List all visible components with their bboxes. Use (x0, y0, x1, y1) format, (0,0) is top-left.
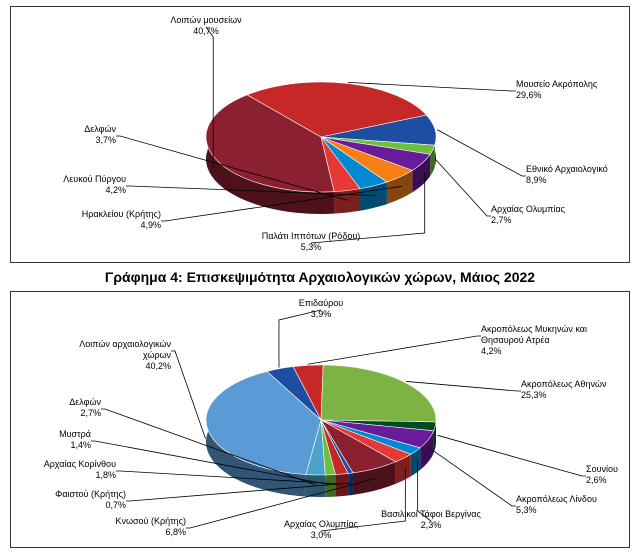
slice-label: Αρχαίας Κορίνθου1,8% (44, 459, 116, 480)
slice-label: Αρχαίας Ολυμπίας2,7% (491, 204, 566, 225)
museum-pie-svg: Μουσείο Ακρόπολης29,6% Εθνικό Αρχαιολογικ… (11, 7, 631, 262)
slice-label: Λοιπών αρχαιολογικώνχώρων40,2% (79, 339, 171, 371)
pie-side (348, 473, 353, 496)
sites-pie-svg: Επιδαύρου3,9% Ακροπόλεως Μυκηνών καιΘησαυ… (11, 292, 631, 547)
slice-label: Ακροπόλεως Λίνδου5,3% (516, 494, 597, 515)
slice-label: Αρχαίας Ολυμπίας3,0% (284, 519, 359, 540)
slice-label: Δελφών2,7% (69, 397, 101, 418)
pie-slice (321, 365, 436, 422)
slice-label: Ηρακλείου (Κρήτης)4,9% (82, 209, 161, 230)
slice-label: Λευκού Πύργου4,2% (63, 174, 126, 195)
leader-line (431, 449, 516, 506)
slice-label: Βασιλικοί Τάφοι Βεργίνας2,3% (381, 509, 481, 530)
slice-label: Μυστρά1,4% (59, 429, 91, 450)
pie-side (325, 475, 335, 497)
leader-line (435, 159, 491, 216)
chart-4-title: Γράφημα 4: Επισκεψιμότητα Αρχαιολογικών … (10, 269, 630, 285)
slice-label: Φαιστού (Κρήτης)0,7% (55, 489, 126, 510)
slice-label: Παλάτι Ιππότων (Ρόδου)5,3% (262, 231, 361, 252)
slice-label: Σουνίου2,6% (586, 464, 618, 485)
leader-line (308, 336, 481, 364)
museum-pie-chart: Μουσείο Ακρόπολης29,6% Εθνικό Αρχαιολογικ… (10, 6, 630, 263)
leader-line (171, 351, 206, 439)
slice-label: Μουσείο Ακρόπολης29,6% (516, 79, 598, 100)
slice-label: Ακροπόλεως Αθηνών25,3% (521, 379, 607, 400)
sites-pie-chart: Επιδαύρου3,9% Ακροπόλεως Μυκηνών καιΘησαυ… (10, 291, 630, 548)
leader-line (438, 435, 586, 476)
leader-line (437, 130, 526, 176)
pie-side (334, 189, 360, 214)
slice-label: Κνωσού (Κρήτης)6,8% (115, 516, 186, 537)
slice-label: Ακροπόλεως Μυκηνών καιΘησαυρού Ατρέα4,2% (481, 324, 587, 356)
slice-label: Λοιπών μουσείων40,7% (170, 15, 242, 36)
leader-line (406, 381, 521, 391)
slice-label: Εθνικό Αρχαιολογικό8,9% (526, 164, 608, 185)
slice-label: Δελφών3,7% (84, 124, 116, 145)
pie-side (335, 473, 348, 496)
slice-label: Επιδαύρου3,9% (299, 298, 343, 319)
